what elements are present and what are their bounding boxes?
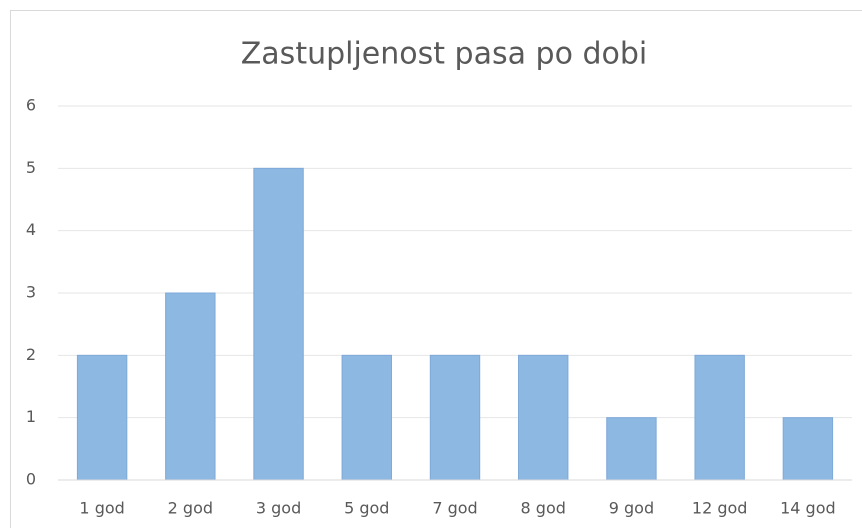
bar — [341, 354, 392, 481]
bar — [518, 354, 569, 481]
bar — [429, 354, 481, 481]
bar — [76, 354, 128, 481]
x-tick-label: 12 god — [692, 499, 748, 518]
y-tick-label: 5 — [26, 158, 36, 177]
bar — [165, 292, 216, 481]
x-tick-label: 3 god — [256, 499, 301, 518]
bar — [253, 167, 304, 481]
y-tick-label: 1 — [26, 407, 36, 426]
bar — [694, 354, 745, 481]
y-tick-label: 2 — [26, 345, 36, 364]
bar — [606, 417, 657, 481]
x-tick-label: 1 god — [79, 499, 124, 518]
x-tick-label: 9 god — [609, 499, 654, 518]
y-tick-label: 6 — [26, 96, 36, 115]
x-tick-label: 5 god — [344, 499, 389, 518]
chart-title: Zastupljenost pasa po dobi — [241, 37, 648, 72]
bar — [782, 417, 834, 481]
y-tick-label: 0 — [26, 470, 36, 489]
x-tick-label: 14 god — [780, 499, 836, 518]
x-tick-label: 8 god — [521, 499, 566, 518]
x-tick-label: 2 god — [168, 499, 213, 518]
y-tick-label: 4 — [26, 220, 36, 239]
y-tick-label: 3 — [26, 283, 36, 302]
x-tick-label: 7 god — [432, 499, 477, 518]
